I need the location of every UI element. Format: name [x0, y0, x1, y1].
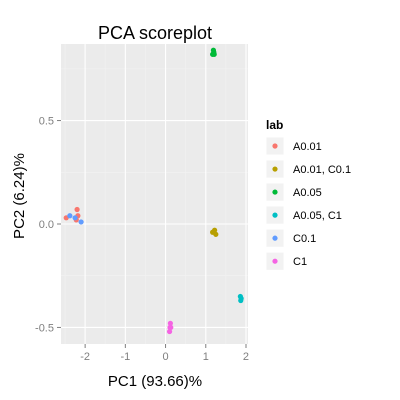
x-axis-label: PC1 (93.66)%	[108, 373, 202, 390]
legend-marker	[272, 258, 278, 264]
x-tick-label: 2	[243, 351, 249, 363]
legend-label: C0.1	[293, 233, 316, 245]
legend: A0.01 A0.01, C0.1 A0.05 A0.05, C1 C0.1 C1	[265, 136, 351, 271]
data-point	[78, 219, 84, 225]
legend-title: lab	[266, 118, 283, 132]
legend-marker	[272, 212, 278, 218]
legend-label: A0.05, C1	[293, 210, 342, 222]
chart-title: PCA scoreplot	[98, 23, 212, 43]
data-point	[212, 227, 218, 233]
x-tick-label: -1	[120, 351, 130, 363]
x-tick-label: 1	[203, 351, 209, 363]
data-point	[166, 328, 173, 335]
data-point	[238, 297, 244, 304]
y-axis: -0.5 0.0 0.5	[35, 116, 61, 334]
y-tick-label: 0.0	[39, 219, 54, 231]
x-axis: -2 -1 0 1 2	[80, 344, 249, 363]
legend-label: C1	[293, 256, 307, 268]
data-point	[167, 320, 173, 326]
data-point	[211, 49, 217, 55]
data-point	[213, 231, 219, 237]
legend-marker	[272, 235, 278, 241]
y-tick-label: 0.5	[39, 116, 54, 128]
data-point	[167, 324, 173, 331]
legend-label: A0.01, C0.1	[293, 164, 351, 176]
x-tick-label: -2	[80, 351, 90, 363]
data-point	[72, 215, 78, 221]
y-axis-label: PC2 (6.24)%	[11, 153, 28, 239]
major-gridlines	[61, 44, 248, 344]
y-tick-label: -0.5	[35, 322, 54, 334]
data-point	[74, 206, 80, 213]
x-tick-label: 0	[162, 351, 168, 363]
legend-label: A0.05	[293, 187, 322, 199]
minor-gridlines	[61, 44, 248, 344]
plot-panel	[61, 44, 248, 344]
legend-marker	[272, 166, 278, 172]
legend-marker	[272, 189, 278, 195]
data-point	[67, 213, 73, 219]
legend-marker	[272, 143, 278, 149]
legend-label: A0.01	[293, 141, 322, 153]
data-points	[63, 47, 244, 335]
